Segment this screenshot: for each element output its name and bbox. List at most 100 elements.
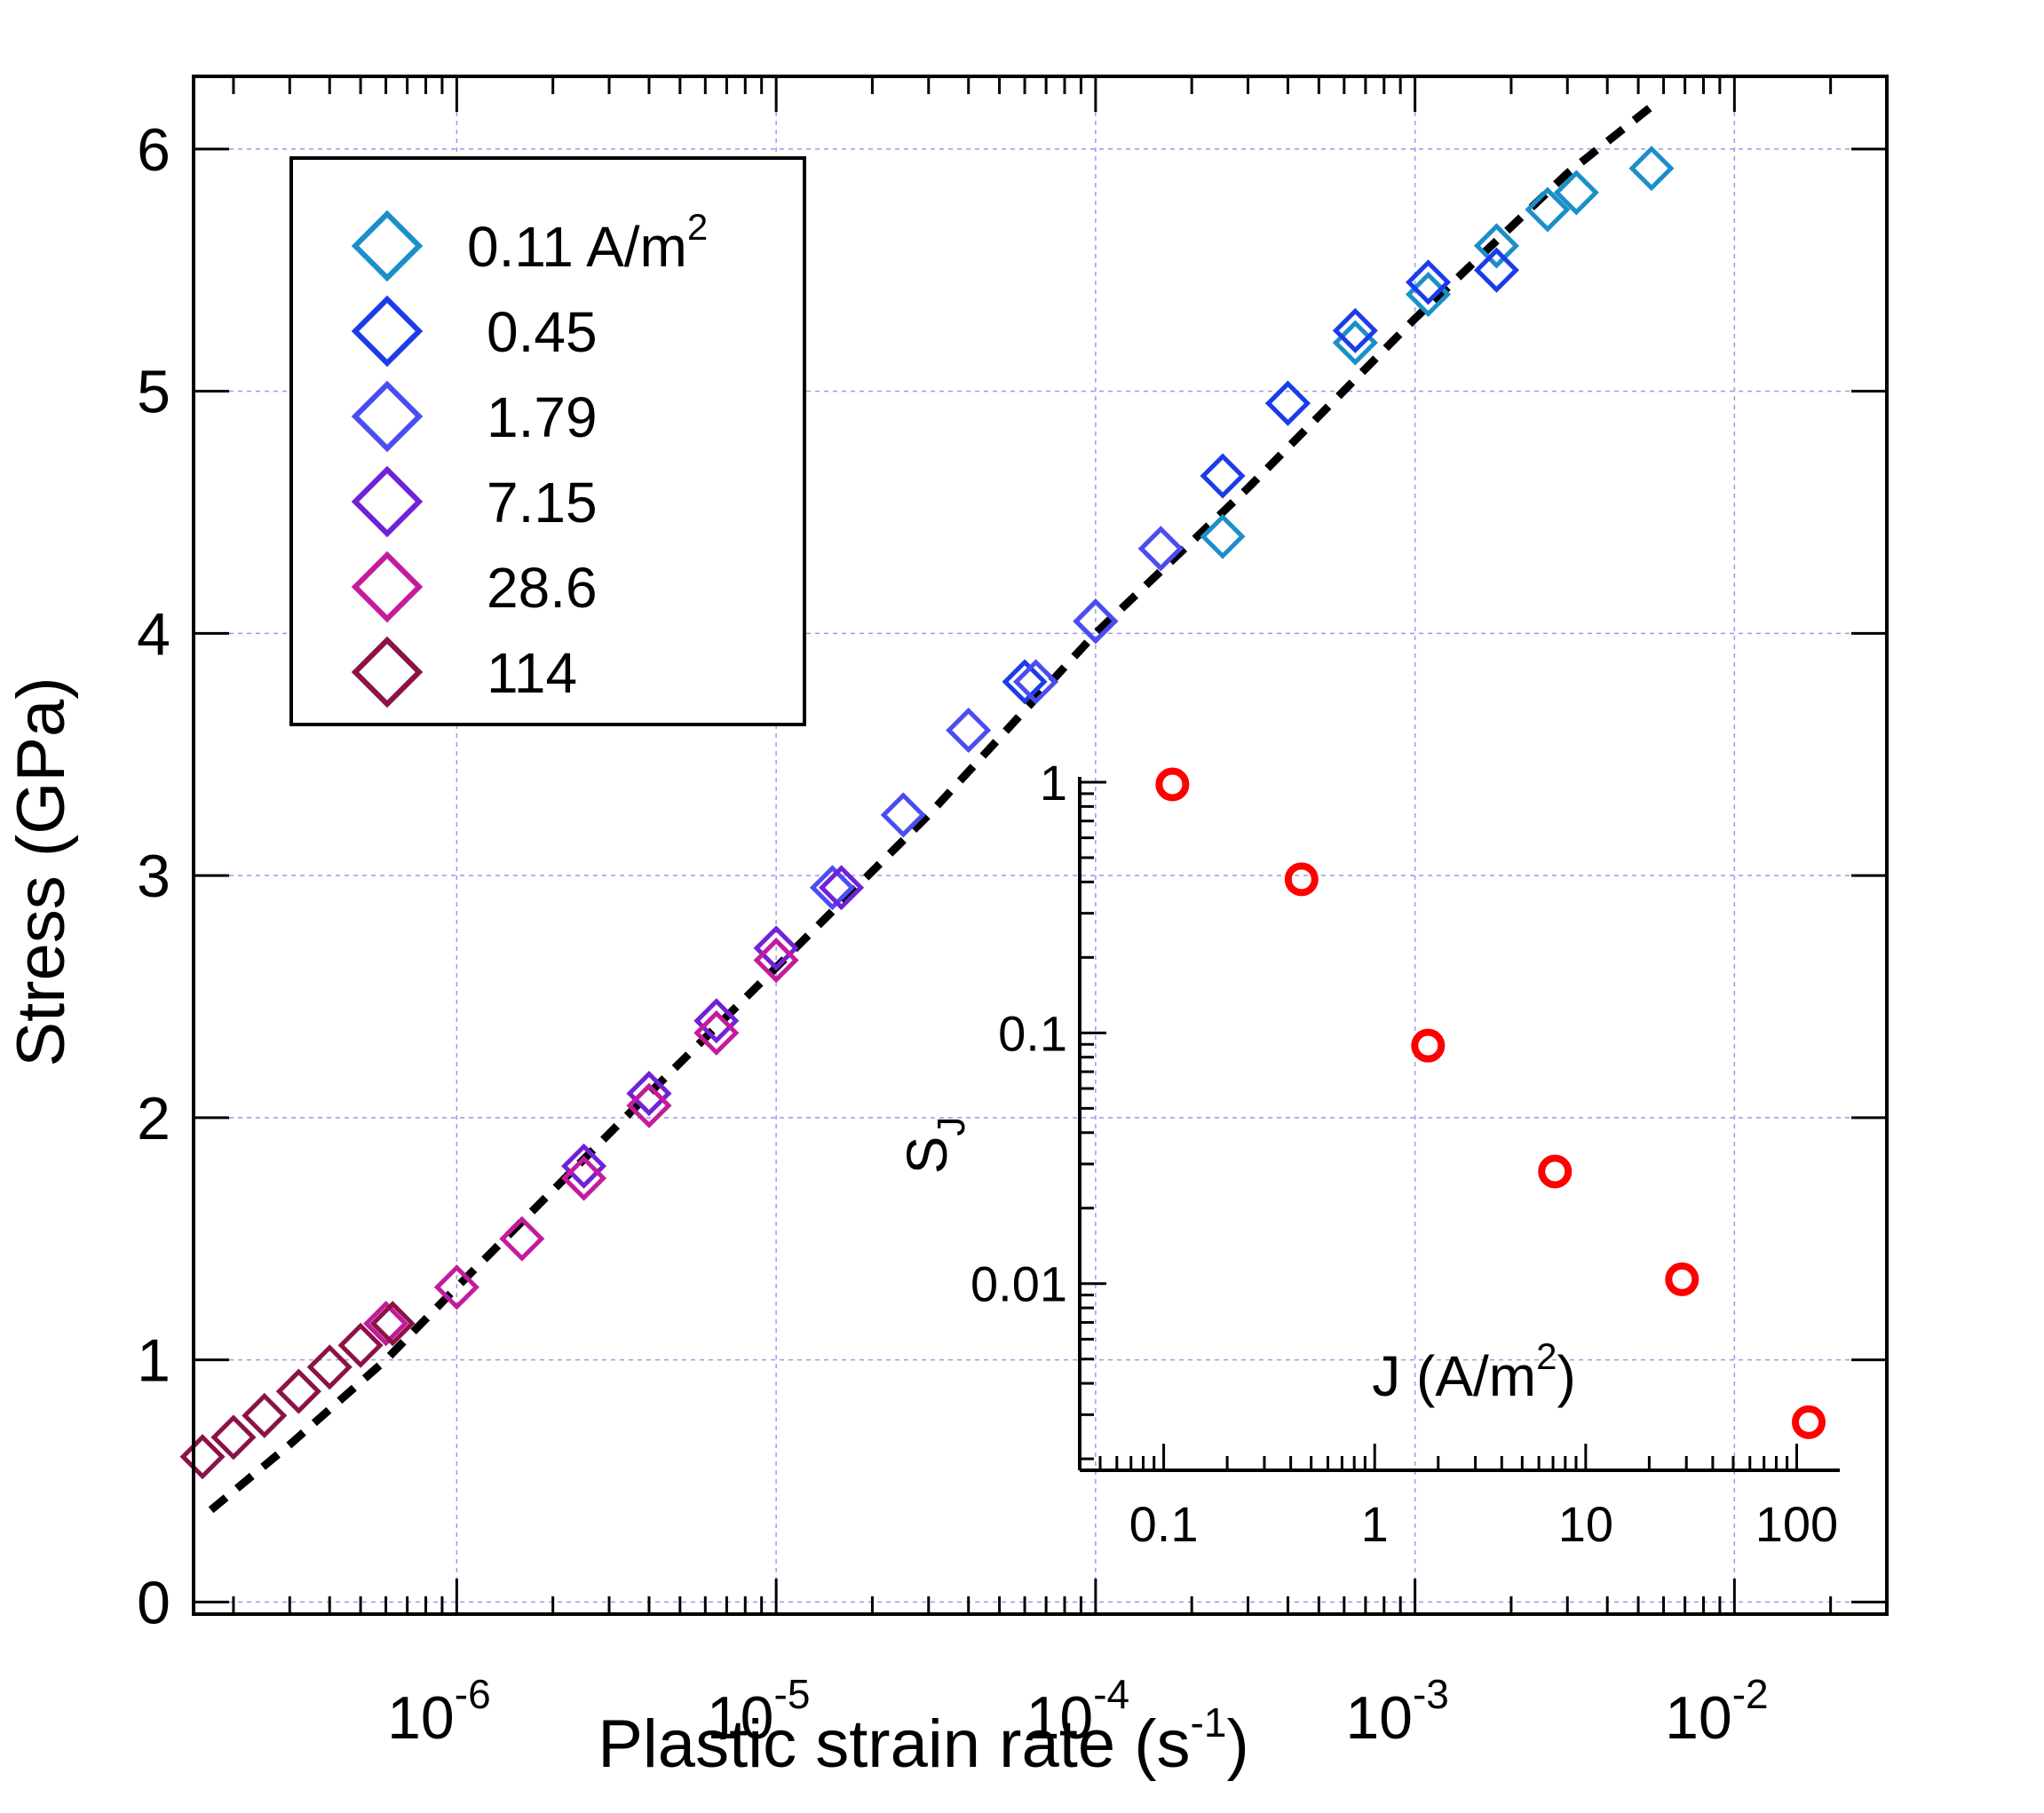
legend-label-text: 28.6 [487,556,598,620]
inset-y-axis-title: SJ [895,1117,973,1175]
inset-x-tick-label-0: 0.1 [1129,1496,1199,1552]
data-point-series-3 [753,925,799,971]
x-tick-label-1: 10-5 [707,1671,811,1752]
legend-label-superscript: 2 [687,206,708,248]
legend-label-1: 0.45 [487,300,598,364]
legend-label-3: 7.15 [487,471,598,534]
legend-marker-1 [351,295,424,368]
legend-label-text: 0.45 [487,300,598,364]
data-point-series-3 [561,1143,607,1189]
data-point-series-5 [275,1368,321,1414]
legend-marker-0 [351,210,424,282]
legend-label-0: 0.11 A/m2 [467,206,708,279]
x-tick-label-4: 10-2 [1665,1671,1769,1752]
y-tick-label-4: 4 [137,600,170,668]
inset-x-tick-label-1: 1 [1361,1496,1389,1552]
x-tick-label-exponent: -5 [774,1671,811,1717]
data-point-series-0 [1473,223,1519,269]
y-tick-label-6: 6 [137,116,170,184]
x-tick-label-exponent: -4 [1093,1671,1129,1717]
legend-marker-2 [351,380,424,453]
legend-label-text: 1.79 [487,385,598,449]
data-point-series-4 [626,1082,672,1128]
data-point-series-4 [499,1215,545,1262]
data-point-series-1 [1002,659,1048,705]
data-point-series-0 [1628,146,1675,192]
inset-data-point [1792,1405,1826,1439]
inset-data-point [1538,1154,1573,1189]
inset-x-tick-label-3: 100 [1755,1496,1838,1552]
inset-x-tick-label-2: 10 [1558,1496,1613,1552]
legend-label-text: 114 [487,641,577,705]
x-tick-label-0: 10-6 [387,1671,491,1752]
x-tick-label-exponent: -3 [1413,1671,1449,1717]
main-plot-frame [192,75,1889,1616]
inset-chart: 0.1 1 10 100 1 0.1 0.01 SJ J (A/m2) [895,755,1840,1552]
inset-data-points [1155,767,1826,1439]
data-point-series-1 [1405,259,1452,305]
y-axis-title-text: Stress (GPa) [4,677,79,1066]
data-point-series-1 [1264,380,1311,426]
data-point-series-4 [363,1301,409,1347]
data-point-series-4 [561,1155,607,1201]
legend-label-4: 28.6 [487,556,598,620]
data-point-series-5 [179,1434,226,1480]
x-tick-label-2: 10-4 [1026,1671,1130,1752]
inset-x-axis-title-superscript: 2 [1536,1335,1557,1377]
y-tick-label-2: 2 [137,1085,170,1152]
data-point-series-1 [1332,307,1378,353]
y-axis-title: Stress (GPa) [4,677,79,1066]
inset-y-axis-title-subscript: J [930,1117,973,1136]
x-tick-label-exponent: -6 [455,1671,491,1717]
data-point-series-4 [433,1264,479,1310]
inset-tick-labels: 0.1 1 10 100 1 0.1 0.01 [971,755,1838,1552]
x-axis-title-text: Plastic strain rate (s [598,1706,1190,1782]
inset-data-point [1284,862,1319,897]
y-tick-label-5: 5 [137,359,170,426]
legend-label-text: 7.15 [487,471,598,534]
data-point-series-5 [306,1344,353,1390]
data-point-series-3 [693,998,740,1044]
inset-x-axis-title-tail: ) [1557,1344,1575,1408]
data-point-series-0 [1525,186,1571,233]
data-point-series-2 [1073,598,1119,645]
data-point-series-5 [337,1322,384,1368]
y-tick-label-1: 1 [137,1327,170,1395]
inset-y-tick-label-1: 0.1 [998,1005,1067,1061]
data-point-series-2 [880,792,926,838]
x-axis-title: Plastic strain rate (s-1) [598,1699,1249,1782]
legend-label-text: 0.11 A/m [467,215,687,279]
data-point-series-3 [626,1071,672,1117]
data-point-series-5 [242,1392,288,1438]
inset-x-axis-title-text: J (A/m [1372,1344,1536,1408]
inset-data-point [1411,1028,1446,1063]
data-point-series-2 [809,865,856,911]
x-tick-label-base: 10 [1026,1684,1094,1752]
x-axis-title-superscript: -1 [1191,1699,1227,1746]
inset-y-tick-label-0: 1 [1040,755,1067,811]
x-tick-label-base: 10 [707,1684,774,1752]
x-tick-label-3: 10-3 [1345,1671,1449,1752]
main-data-points [179,146,1675,1480]
inset-data-point [1155,767,1190,802]
data-point-series-2 [1137,526,1184,572]
legend-marker-5 [351,636,424,709]
y-tick-label-3: 3 [137,843,170,910]
x-axis-title-tail: ) [1226,1706,1248,1782]
inset-axes [1078,777,1840,1472]
y-tick-label-0: 0 [137,1569,170,1636]
legend-marker-3 [351,465,424,538]
legend-label-5: 114 [487,641,577,705]
legend-marker-4 [351,550,424,623]
legend: 0.11 A/m2 0.45 1.79 7.15 28.6 114 [289,156,806,726]
data-point-series-4 [693,1009,740,1056]
x-tick-label-base: 10 [1665,1684,1732,1752]
inset-y-tick-label-2: 0.01 [971,1256,1067,1312]
data-point-series-2 [1013,659,1059,705]
inset-x-axis-title: J (A/m2) [1372,1335,1576,1408]
x-tick-label-base: 10 [1345,1684,1413,1752]
data-point-series-1 [1200,453,1246,499]
data-point-series-3 [819,865,865,911]
data-point-series-0 [1200,513,1246,559]
